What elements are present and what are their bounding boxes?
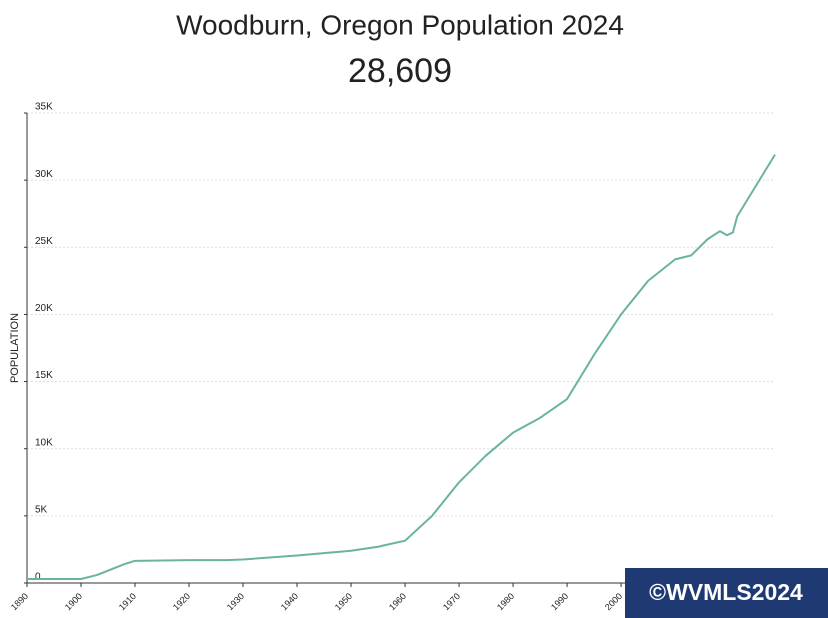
- x-tick-label: 1910: [117, 591, 138, 612]
- x-tick-label: 1930: [225, 591, 246, 612]
- x-tick-label: 1990: [549, 591, 570, 612]
- x-tick-label: 1960: [387, 591, 408, 612]
- line: [27, 154, 776, 580]
- y-axis-label: POPULATION: [9, 313, 21, 383]
- x-tick-label: 1890: [9, 591, 30, 612]
- x-tick-label: 1980: [495, 591, 516, 612]
- y-tick-label: 30K: [35, 169, 53, 180]
- watermark-box: [625, 568, 828, 618]
- chart-subtitle: 28,609: [348, 52, 452, 90]
- y-tick-label: 0: [35, 572, 41, 583]
- x-tick-label: 1900: [63, 591, 84, 612]
- x-tick-label: 1970: [441, 591, 462, 612]
- chart-title: Woodburn, Oregon Population 2024: [176, 9, 624, 40]
- y-tick-label: 25K: [35, 236, 53, 247]
- x-tick-label: 1950: [333, 591, 354, 612]
- y-tick-label: 5K: [35, 504, 48, 515]
- x-tick-label: 1940: [279, 591, 300, 612]
- y-tick-label: 35K: [35, 102, 53, 113]
- x-tick-label: 2000: [603, 591, 624, 612]
- y-tick-label: 20K: [35, 303, 53, 314]
- y-tick-label: 15K: [35, 370, 53, 381]
- y-tick-label: 10K: [35, 437, 53, 448]
- x-tick-label: 1920: [171, 591, 192, 612]
- watermark: ©WVMLS2024: [649, 579, 803, 605]
